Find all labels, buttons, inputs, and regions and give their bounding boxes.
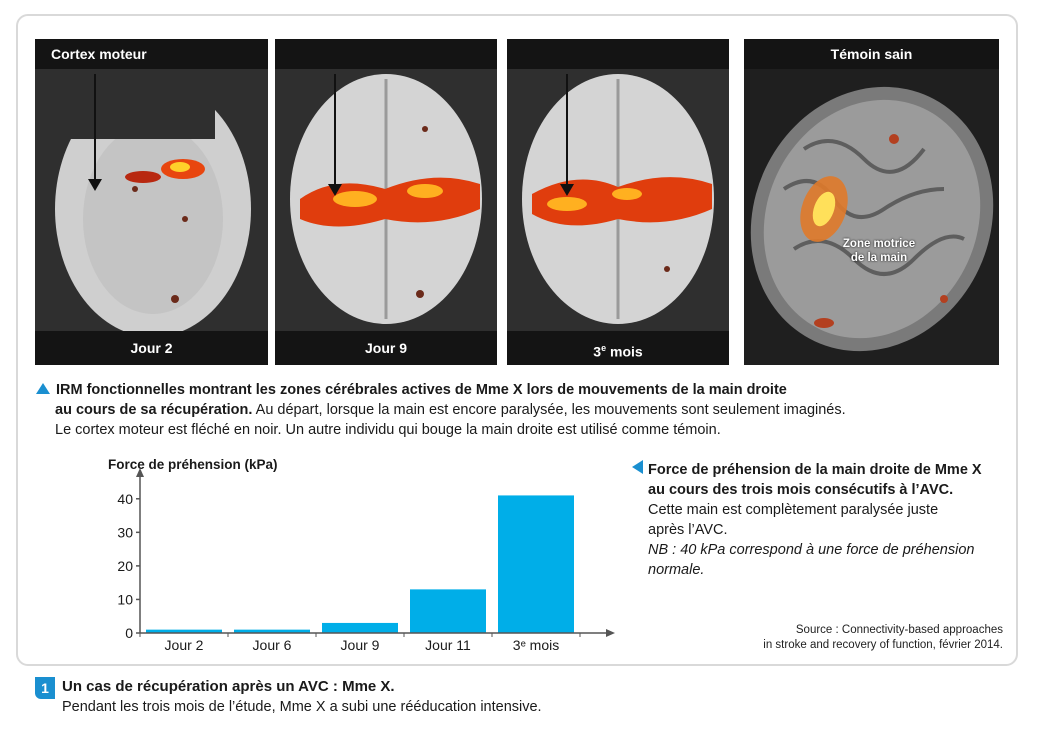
grip-strength-chart: Force de préhension (kPa) Jour 2 Jour 6 Jo… <box>108 457 615 653</box>
brain-scan-image <box>522 74 714 324</box>
bar <box>322 622 398 633</box>
bar <box>498 495 574 633</box>
brain-scan-image <box>290 74 482 324</box>
mri-panel-day9: Jour 9 <box>275 39 497 365</box>
x-tick-label: Jour 6 <box>253 637 292 653</box>
brain-scan-image <box>35 69 251 331</box>
panel-label: 3e mois <box>507 331 729 365</box>
panel-label: Jour 2 <box>35 331 268 365</box>
brain-3d-render <box>750 86 994 352</box>
mri-panel-month3: 3e mois <box>507 39 729 365</box>
y-tick-label: 20 <box>117 558 133 574</box>
bar <box>410 589 486 633</box>
x-tick-label: Jour 9 <box>341 637 380 653</box>
y-axis-label: Force de préhension (kPa) <box>108 457 278 472</box>
mri-panel-control: Témoin sain Zone motrice de la main <box>744 39 999 365</box>
triangle-up-icon <box>36 383 50 394</box>
y-tick-label: 10 <box>117 591 133 607</box>
x-tick-label: 3ᵉ mois <box>513 637 559 653</box>
mri-panel-day2: Cortex moteur Jour 2 <box>35 39 268 365</box>
y-axis-arrow <box>136 468 144 477</box>
x-tick-label: Jour 11 <box>425 637 471 653</box>
x-tick-label: Jour 2 <box>165 637 204 653</box>
bar <box>234 629 310 633</box>
x-axis-arrow <box>606 629 615 637</box>
zone-annotation: Zone motrice de la main <box>842 238 916 264</box>
panel-header <box>275 39 497 69</box>
source-note: Source : Connectivity-based approaches i… <box>763 624 1003 651</box>
figure-title: Un cas de récupération après un AVC : Mm… <box>62 678 395 695</box>
chart-caption: Force de préhension de la main droite de… <box>632 460 1002 580</box>
triangle-left-icon <box>632 460 643 474</box>
y-tick-label: 30 <box>117 524 133 540</box>
panel-header <box>744 39 999 69</box>
panel-label: Jour 9 <box>275 331 497 365</box>
panel-title-cortex-moteur: Cortex moteur <box>51 46 147 62</box>
panel-header <box>507 39 729 69</box>
panel-header <box>35 39 268 69</box>
figure-number-badge: 1 <box>35 677 55 699</box>
figure-description: Pendant les trois mois de l’étude, Mme X… <box>62 699 542 715</box>
bar <box>146 629 222 633</box>
y-tick-label: 0 <box>125 625 133 641</box>
mri-caption: IRM fonctionnelles montrant les zones cé… <box>36 380 936 440</box>
y-tick-label: 40 <box>117 491 133 507</box>
panel-title-temoin-sain: Témoin sain <box>830 46 913 62</box>
